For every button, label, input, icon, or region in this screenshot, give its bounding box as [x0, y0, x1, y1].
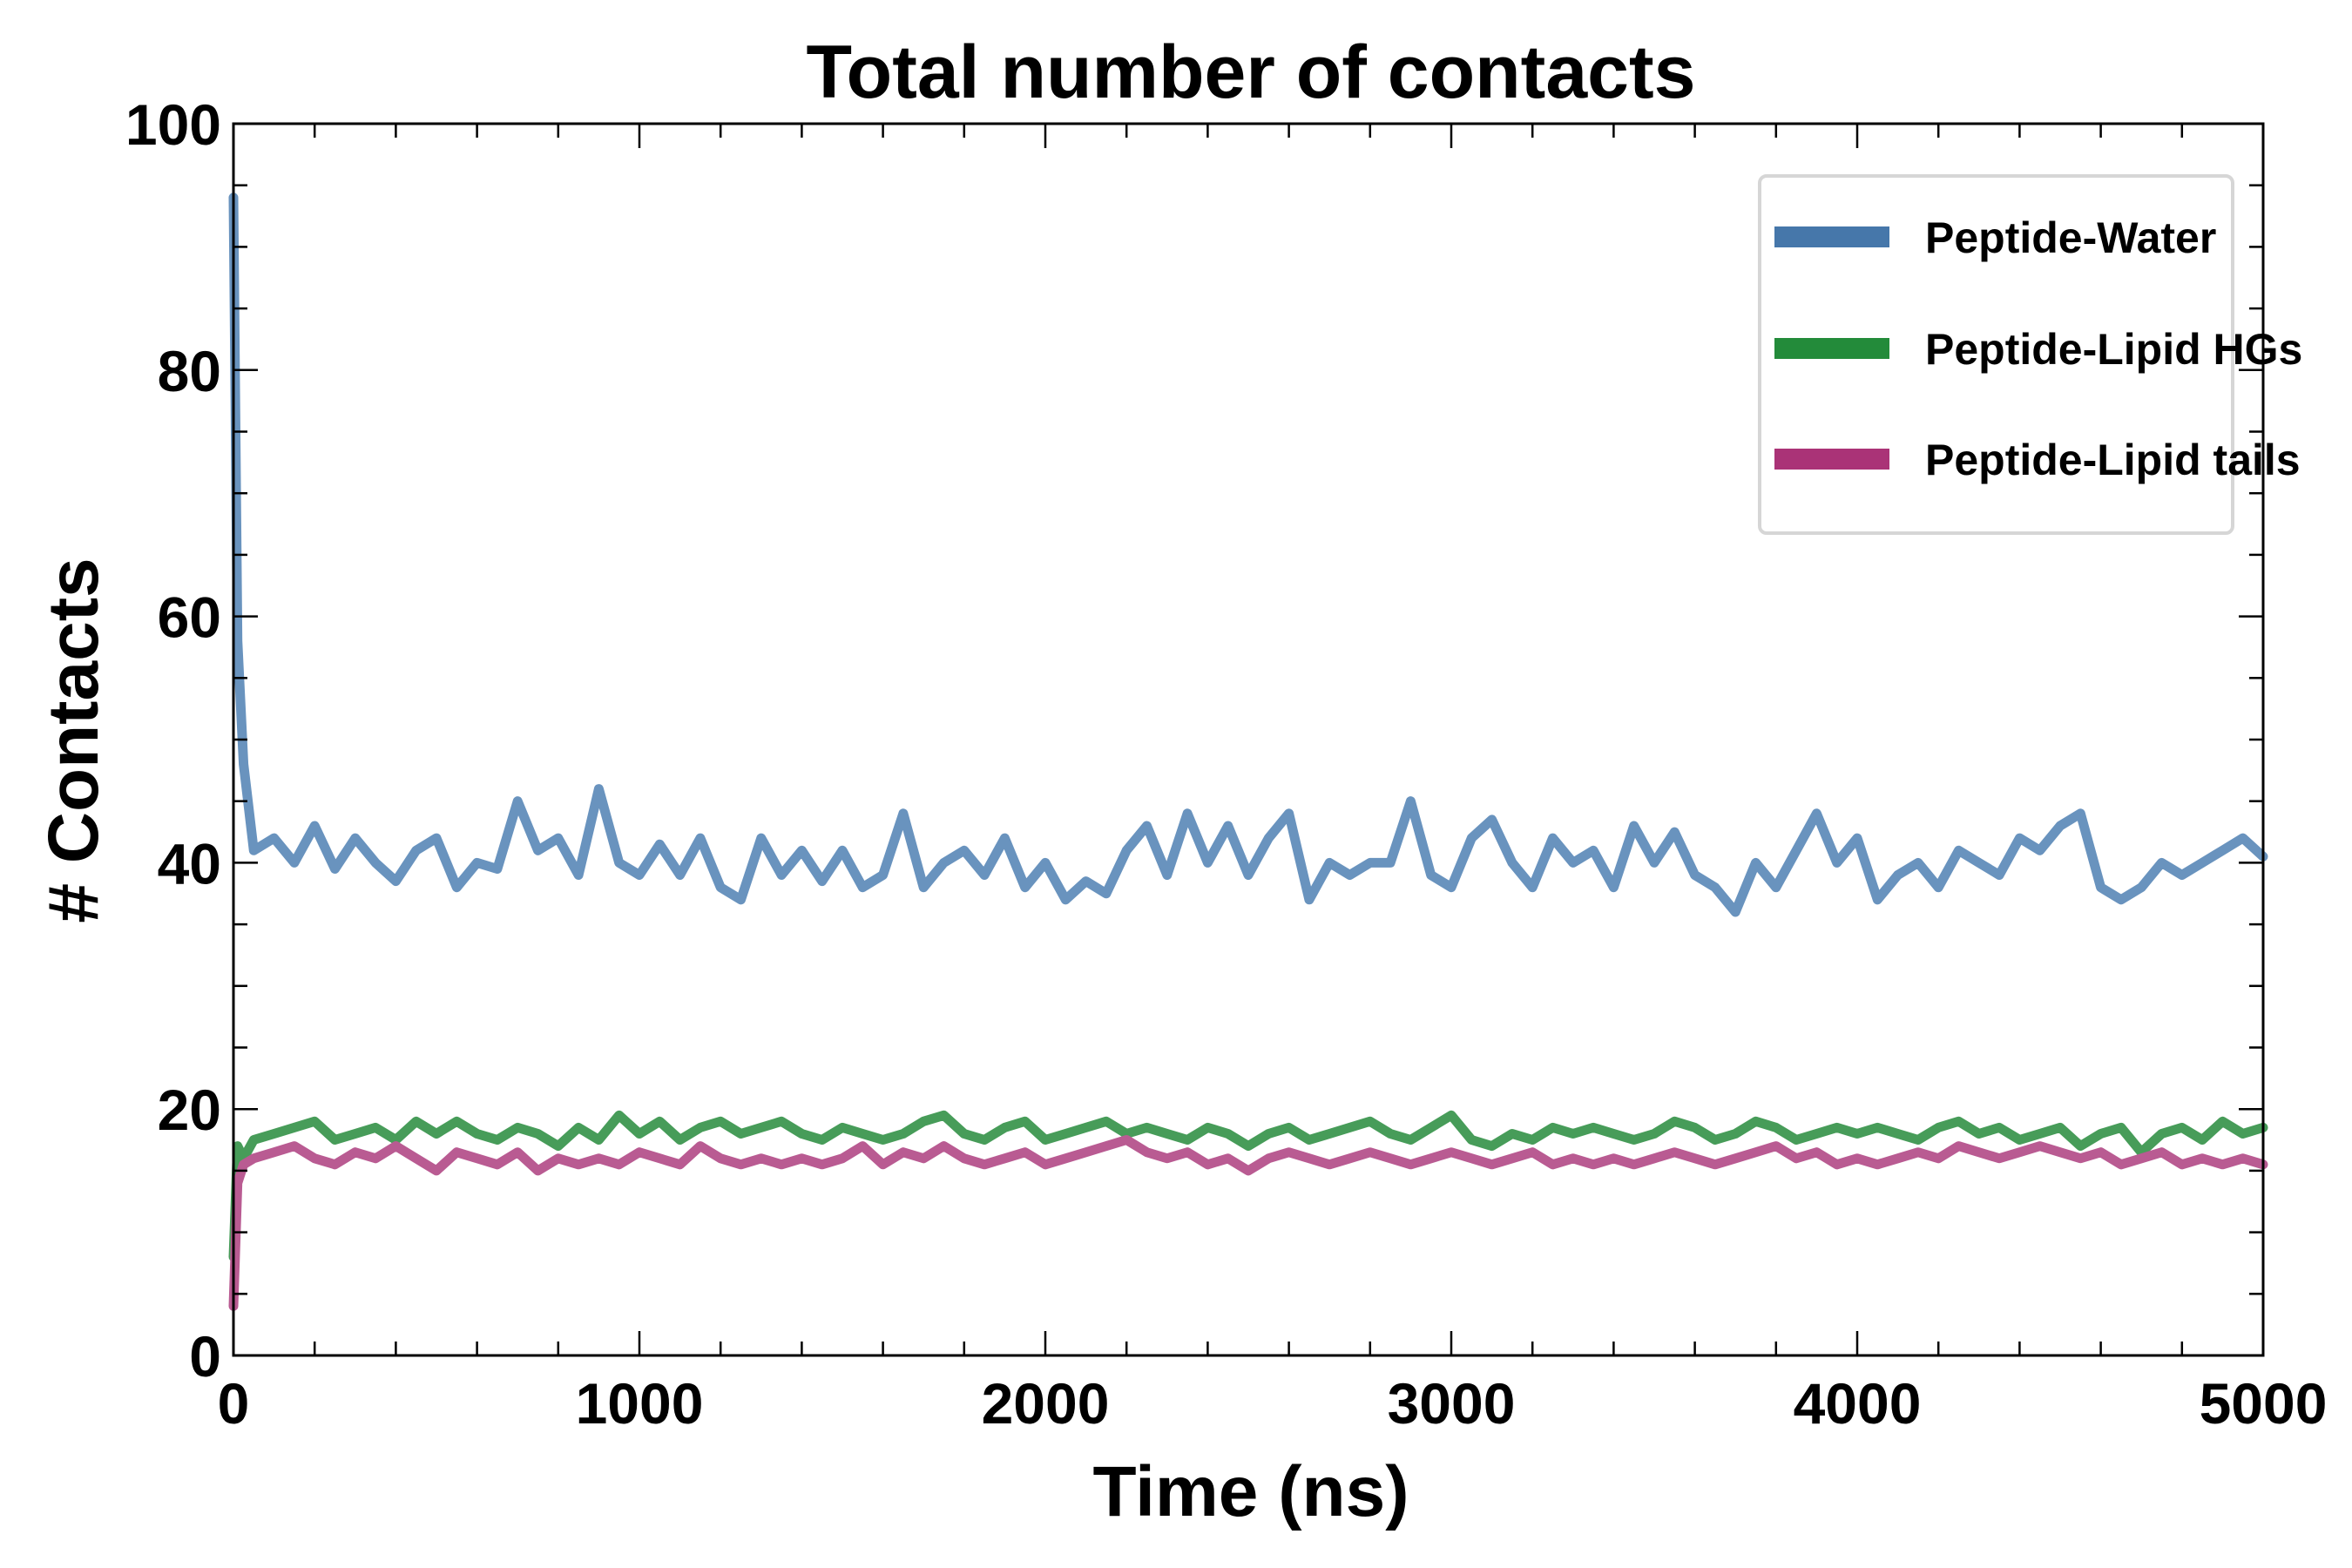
series-line-peptide-water	[228, 193, 2268, 917]
legend-swatch	[1774, 449, 1889, 470]
x-tick-label: 0	[218, 1371, 250, 1436]
legend-label: Peptide-Lipid tails	[1925, 436, 2301, 484]
y-tick-label: 100	[125, 92, 221, 157]
y-axis-label: # Contacts	[34, 558, 113, 923]
legend: Peptide-Water Peptide-Lipid HGs Peptide-Li…	[1758, 174, 2302, 535]
y-tick-label: 0	[189, 1324, 221, 1389]
chart-title: Total number of contacts	[807, 30, 1696, 114]
x-tick-label: 1000	[576, 1371, 704, 1436]
series-line-peptide-lipid-hgs	[228, 1110, 2268, 1262]
x-tick-label: 4000	[1794, 1371, 1922, 1436]
legend-swatch	[1774, 226, 1889, 247]
y-tick-label: 20	[158, 1078, 221, 1142]
legend-label: Peptide-Lipid HGs	[1925, 325, 2302, 374]
y-tick-label: 40	[158, 831, 221, 896]
x-tick-label: 2000	[982, 1371, 1110, 1436]
x-tick-label: 5000	[2200, 1371, 2328, 1436]
legend-label: Peptide-Water	[1925, 213, 2216, 262]
series-layer	[228, 193, 2268, 1311]
x-axis-label: Time (ns)	[1093, 1452, 1409, 1531]
x-tick-label: 3000	[1388, 1371, 1516, 1436]
y-tick-label: 60	[158, 585, 221, 650]
y-tick-label: 80	[158, 339, 221, 403]
legend-box	[1758, 174, 2234, 535]
series-line-peptide-lipid-tails	[228, 1135, 2268, 1311]
legend-swatch	[1774, 338, 1889, 359]
axes-layer: 0 1000 2000 3000 4000 5000 0 20 40 60 80 100	[125, 92, 2328, 1436]
